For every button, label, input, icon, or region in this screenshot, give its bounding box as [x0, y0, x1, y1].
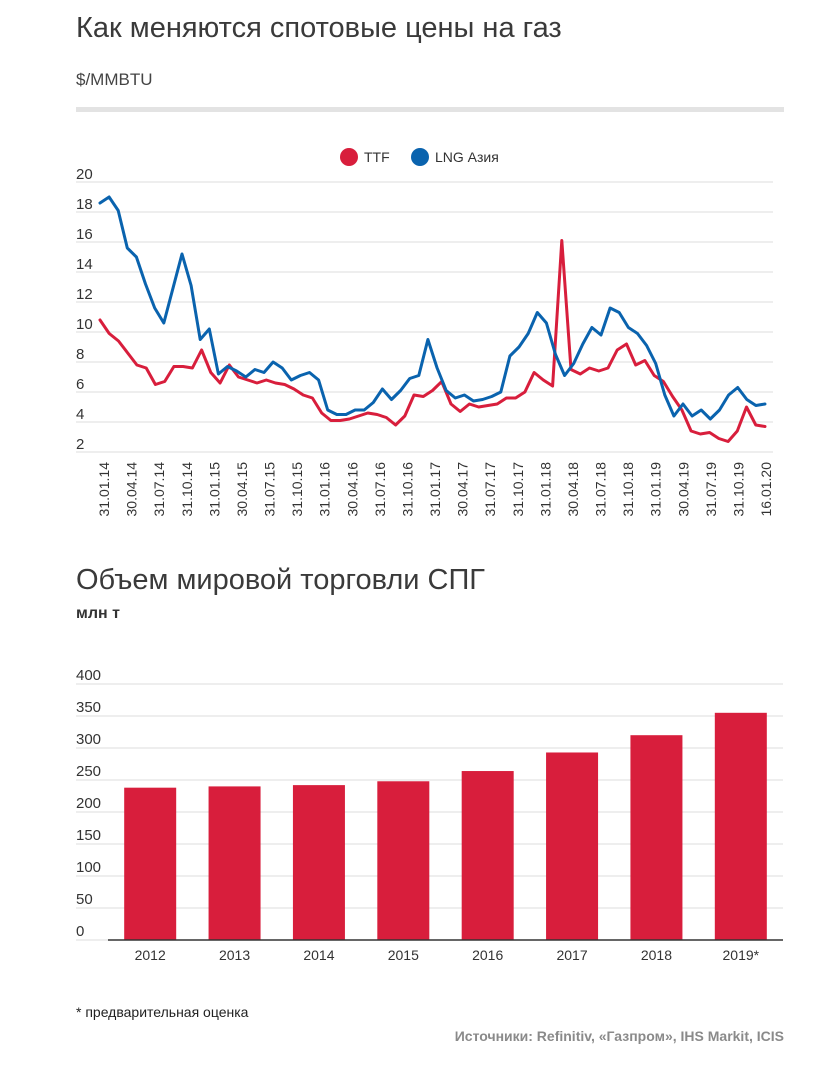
x-tick-label: 30.04.17: [455, 462, 471, 517]
x-tick-label: 31.07.15: [262, 462, 278, 517]
bar: [377, 781, 430, 940]
x-tick-label: 2013: [219, 947, 250, 963]
x-tick-label: 31.01.17: [427, 462, 443, 517]
x-tick-label: 2018: [641, 947, 672, 963]
y-tick-label: 350: [76, 699, 101, 716]
bar-chart-unit: млн т: [76, 605, 120, 622]
x-tick-label: 31.07.14: [151, 462, 167, 517]
y-tick-label: 250: [76, 763, 101, 780]
bar: [208, 786, 261, 940]
y-tick-label: 150: [76, 827, 101, 844]
x-tick-label: 2017: [556, 947, 587, 963]
x-tick-label: 31.10.18: [620, 462, 636, 517]
bar: [630, 735, 683, 940]
x-tick-label: 30.04.19: [675, 462, 691, 517]
x-tick-label: 2016: [472, 947, 503, 963]
legend-label-lng: LNG Азия: [435, 149, 499, 165]
series-line-ttf: [98, 239, 767, 443]
x-tick-label: 31.01.18: [537, 462, 553, 517]
bar-chart-title: Объем мировой торговли СПГ: [76, 564, 486, 596]
legend: TTF LNG Азия: [340, 148, 499, 166]
y-tick-label: 0: [76, 923, 84, 940]
legend-swatch-ttf: [340, 148, 358, 166]
x-tick-label: 16.01.20: [758, 462, 774, 517]
x-tick-label: 31.07.18: [593, 462, 609, 517]
x-tick-label: 2019*: [723, 947, 760, 963]
bar: [124, 787, 177, 940]
x-tick-label: 31.01.15: [206, 462, 222, 517]
y-tick-label: 20: [76, 166, 93, 183]
x-tick-label: 31.10.16: [399, 462, 415, 517]
y-tick-label: 14: [76, 256, 93, 273]
x-tick-label: 30.04.16: [344, 462, 360, 517]
y-tick-label: 10: [76, 316, 93, 333]
source-note: Источники: Refinitiv, «Газпром», IHS Mar…: [454, 1028, 784, 1044]
y-tick-label: 12: [76, 286, 93, 303]
x-tick-label: 31.07.17: [482, 462, 498, 517]
y-tick-label: 400: [76, 667, 101, 684]
bar: [714, 712, 767, 940]
x-tick-label: 31.10.15: [289, 462, 305, 517]
y-tick-label: 200: [76, 795, 101, 812]
bar: [461, 771, 514, 940]
x-tick-label: 2014: [303, 947, 334, 963]
x-tick-label: 31.01.16: [317, 462, 333, 517]
y-tick-label: 100: [76, 859, 101, 876]
x-tick-label: 30.04.15: [234, 462, 250, 517]
x-tick-label: 31.07.16: [372, 462, 388, 517]
series-line-lng: [98, 195, 767, 421]
x-tick-label: 2015: [388, 947, 419, 963]
y-tick-label: 2: [76, 436, 84, 453]
y-tick-label: 6: [76, 376, 84, 393]
y-tick-label: 16: [76, 226, 93, 243]
y-tick-label: 18: [76, 196, 93, 213]
x-tick-label: 31.07.19: [703, 462, 719, 517]
line-chart-unit: $/MMBTU: [76, 70, 153, 89]
y-tick-label: 50: [76, 891, 93, 908]
y-tick-label: 8: [76, 346, 84, 363]
spot-price-line-chart: TTF LNG Азия 2 4 6 8 10 12 14 16 18 20 31.01.14 30.04…: [76, 148, 774, 517]
x-tick-label: 30.04.14: [124, 462, 140, 517]
footnote: * предварительная оценка: [76, 1004, 249, 1020]
legend-swatch-lng: [411, 148, 429, 166]
legend-label-ttf: TTF: [364, 149, 390, 165]
x-tick-label: 31.01.19: [648, 462, 664, 517]
line-chart-title: Как меняются спотовые цены на газ: [76, 12, 562, 44]
bar: [546, 752, 599, 940]
x-tick-label: 2012: [135, 947, 166, 963]
x-tick-label: 31.10.19: [730, 462, 746, 517]
x-tick-label: 31.10.17: [510, 462, 526, 517]
y-tick-label: 4: [76, 406, 84, 423]
bar: [292, 785, 345, 940]
y-tick-label: 300: [76, 731, 101, 748]
section-divider: [76, 107, 784, 112]
x-tick-label: 31.10.14: [179, 462, 195, 517]
x-tick-label: 30.04.18: [565, 462, 581, 517]
lng-trade-bar-chart: 0 50 100 150 200 250 300 350 400 2012 2013 2014 2015…: [76, 667, 783, 963]
x-tick-label: 31.01.14: [96, 462, 112, 517]
